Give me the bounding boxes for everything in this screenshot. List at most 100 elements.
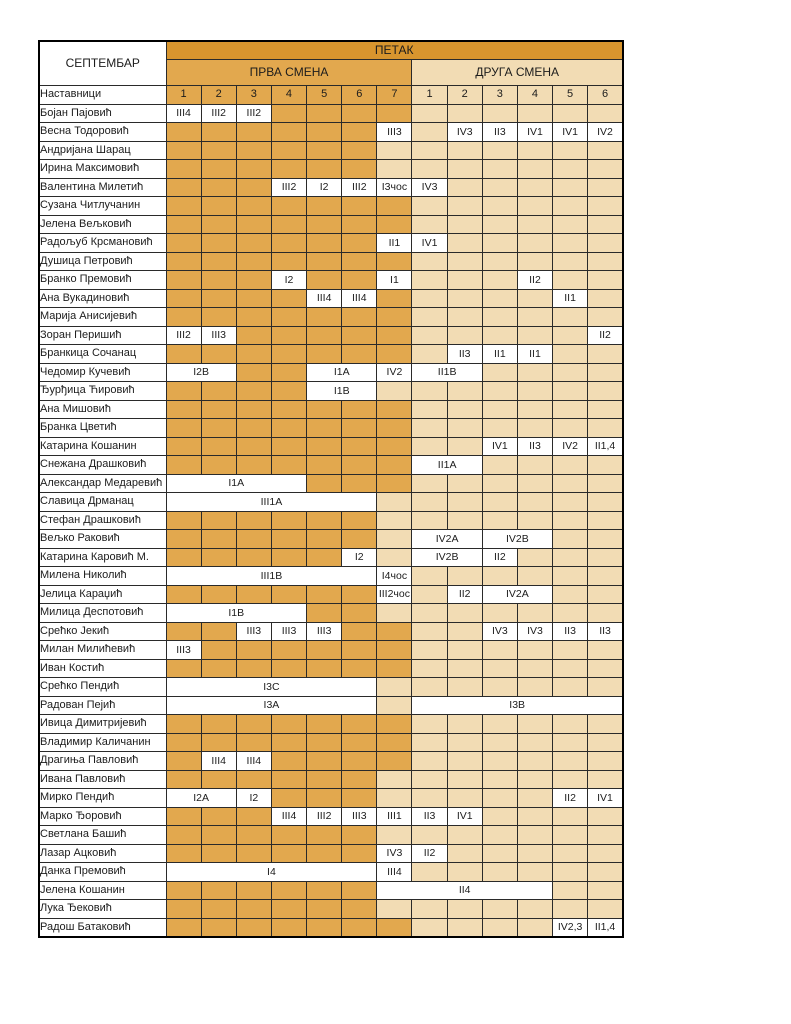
schedule-cell <box>200 251 237 271</box>
teacher-name: Јелица Караџић <box>38 584 167 604</box>
schedule-cell <box>270 325 308 345</box>
schedule-cell <box>587 510 624 530</box>
schedule-cell <box>341 233 378 253</box>
schedule-cell-filled: IV3 <box>481 621 518 641</box>
timetable-body: Бојан Пајовић III4 III2 III2 Весна Тодоровић… <box>38 103 624 937</box>
schedule-cell <box>481 177 518 197</box>
schedule-cell <box>587 214 624 234</box>
table-row: Чедомир Кучевић I2B I1A IV2 II1B <box>38 362 624 382</box>
teacher-name: Јелена Вељковић <box>38 214 167 234</box>
schedule-cell <box>341 603 378 623</box>
schedule-cell <box>306 344 343 364</box>
schedule-cell <box>200 547 237 567</box>
schedule-cell <box>552 658 589 678</box>
schedule-cell <box>235 880 272 900</box>
schedule-cell <box>552 640 589 660</box>
schedule-cell <box>446 159 483 179</box>
schedule-cell <box>516 362 554 382</box>
schedule-cell <box>306 436 343 456</box>
schedule-cell <box>270 251 308 271</box>
schedule-cell <box>376 399 413 419</box>
schedule-cell <box>376 307 413 327</box>
table-row: Снежана Драшковић II1A <box>38 455 624 475</box>
schedule-cell <box>270 214 308 234</box>
schedule-cell <box>165 381 202 401</box>
schedule-cell <box>235 825 272 845</box>
schedule-cell <box>341 418 378 438</box>
table-row: Бранкица Сочанац II3 II1 II1 <box>38 344 624 364</box>
schedule-cell-filled: II4 <box>376 880 554 900</box>
schedule-cell <box>165 658 202 678</box>
schedule-cell-filled: III3 <box>270 621 308 641</box>
table-row: Бранко Премовић I2 I1 II2 <box>38 270 624 290</box>
schedule-cell <box>270 344 308 364</box>
schedule-cell-filled: II1 <box>552 288 589 308</box>
schedule-cell <box>552 769 589 789</box>
schedule-cell <box>587 270 624 290</box>
schedule-cell <box>587 769 624 789</box>
schedule-cell <box>376 788 413 808</box>
schedule-cell <box>446 140 483 160</box>
schedule-cell <box>165 233 202 253</box>
schedule-cell <box>376 288 413 308</box>
schedule-cell <box>341 621 378 641</box>
schedule-cell-filled: III4 <box>376 862 413 882</box>
schedule-cell <box>235 640 272 660</box>
schedule-cell <box>165 196 202 216</box>
schedule-cell <box>552 362 589 382</box>
schedule-cell-filled: III3 <box>235 621 272 641</box>
schedule-cell <box>200 381 237 401</box>
schedule-cell <box>446 899 483 919</box>
schedule-cell <box>411 788 448 808</box>
schedule-cell <box>552 177 589 197</box>
schedule-cell <box>552 714 589 734</box>
schedule-cell <box>587 880 624 900</box>
period-number: 7 <box>376 84 413 105</box>
schedule-cell <box>165 344 202 364</box>
schedule-cell <box>411 510 448 530</box>
schedule-cell <box>587 492 624 512</box>
schedule-cell <box>411 584 448 604</box>
schedule-cell <box>481 510 518 530</box>
schedule-cell <box>552 140 589 160</box>
schedule-cell <box>516 769 554 789</box>
schedule-cell <box>587 806 624 826</box>
schedule-cell <box>376 344 413 364</box>
table-row: Срећко Пендић I3C <box>38 677 624 697</box>
schedule-cell <box>165 251 202 271</box>
timetable-header: СЕПТЕМБАР ПЕТАК ПРВА СМЕНА ДРУГА СМЕНА Н… <box>38 40 624 105</box>
schedule-cell-filled: III2 <box>200 103 237 123</box>
schedule-cell <box>481 714 518 734</box>
schedule-cell <box>306 159 343 179</box>
table-row: Стефан Драшковић <box>38 510 624 530</box>
teacher-name: Радош Батаковић <box>38 917 167 937</box>
schedule-cell-filled: IV1 <box>552 122 589 142</box>
schedule-cell <box>165 880 202 900</box>
schedule-cell <box>341 751 378 771</box>
schedule-cell <box>481 381 518 401</box>
table-row: Катарина Кошанин IV1 II3 IV2 II1,4 <box>38 436 624 456</box>
period-number: 6 <box>341 84 378 105</box>
schedule-cell <box>446 473 483 493</box>
schedule-cell <box>341 640 378 660</box>
schedule-cell <box>446 325 483 345</box>
period-header-row: Наставници 1 2 3 4 5 6 7 1 2 3 4 5 6 <box>38 84 624 105</box>
period-number: 3 <box>235 84 272 105</box>
schedule-cell <box>411 399 448 419</box>
schedule-cell <box>516 103 554 123</box>
schedule-cell <box>306 843 343 863</box>
first-shift-label: ПРВА СМЕНА <box>165 58 413 86</box>
schedule-cell-filled: III2чос <box>376 584 413 604</box>
month-label: СЕПТЕМБАР <box>38 40 167 86</box>
period-number: 6 <box>587 84 624 105</box>
schedule-cell <box>481 566 518 586</box>
schedule-cell <box>516 566 554 586</box>
schedule-cell <box>306 399 343 419</box>
table-row: Зоран Перишић III2 III3 II2 <box>38 325 624 345</box>
schedule-cell <box>341 788 378 808</box>
table-row: Радољуб Крсмановић II1 IV1 <box>38 233 624 253</box>
schedule-cell <box>306 658 343 678</box>
schedule-cell <box>200 177 237 197</box>
schedule-cell-filled: I1B <box>165 603 308 623</box>
schedule-cell <box>200 288 237 308</box>
